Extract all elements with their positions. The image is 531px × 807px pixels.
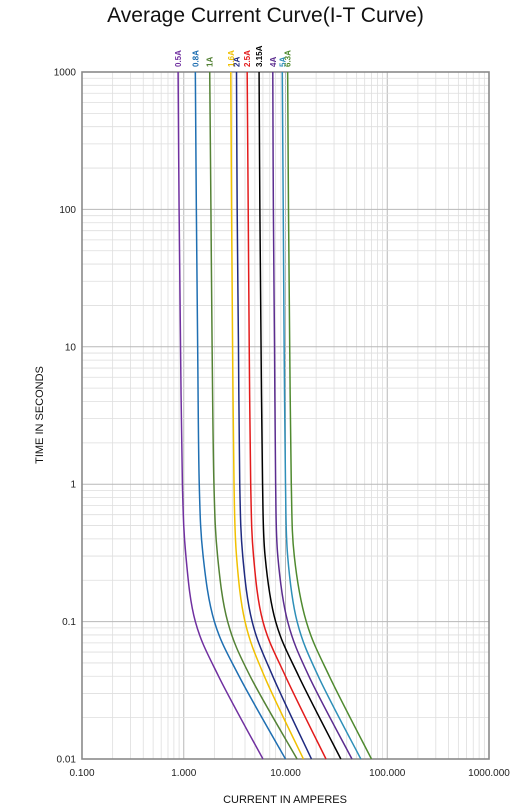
series-line-6.3A: [286, 71, 373, 760]
series-label-2A: 2A: [233, 57, 242, 67]
series-line-2.5A: [246, 71, 327, 760]
series-label-4A: 4A: [269, 57, 278, 67]
chart-title: Average Current Curve(I-T Curve): [107, 4, 424, 27]
series-label-1A: 1A: [206, 57, 215, 67]
x-tick-label: 0.100: [69, 768, 94, 779]
series-label-6.3A: 6.3A: [284, 50, 293, 67]
x-axis-label: CURRENT IN AMPERES: [223, 794, 347, 806]
y-tick-label: 1: [70, 480, 76, 491]
y-axis-label: TIME IN SECONDS: [34, 366, 46, 464]
series-label-1.6A: 1.6A: [227, 50, 236, 67]
series-label-0.8A: 0.8A: [191, 50, 200, 67]
series-line-1A: [208, 71, 298, 760]
series-line-4A: [272, 71, 353, 760]
series-line-1.6A: [230, 71, 305, 760]
x-tick-label: 10.000: [270, 768, 301, 779]
y-tick-label: 10: [65, 342, 77, 353]
series-label-0.5A: 0.5A: [174, 50, 183, 67]
series-line-0.8A: [194, 71, 287, 760]
x-tick-label: 1000.000: [468, 768, 510, 779]
series-line-2A: [235, 71, 313, 760]
series-lines: [177, 71, 373, 760]
series-label-3.15A: 3.15A: [255, 45, 264, 67]
series-line-3.15A: [258, 71, 342, 760]
y-tick-label: 0.01: [57, 755, 77, 766]
x-tick-label: 100.000: [369, 768, 406, 779]
series-label-2.5A: 2.5A: [243, 50, 252, 67]
series-label-5A: 5A: [278, 57, 287, 67]
x-tick-label: 1.000: [171, 768, 196, 779]
series-line-5A: [281, 71, 362, 760]
y-tick-label: 0.1: [62, 617, 76, 628]
y-tick-label: 1000: [54, 68, 77, 79]
series-line-0.5A: [177, 71, 264, 760]
y-tick-label: 100: [59, 205, 76, 216]
tick-labels: 0.100 1.000 10.000 100.000 1000.000 0.01 0.1 1 1…: [54, 68, 511, 780]
